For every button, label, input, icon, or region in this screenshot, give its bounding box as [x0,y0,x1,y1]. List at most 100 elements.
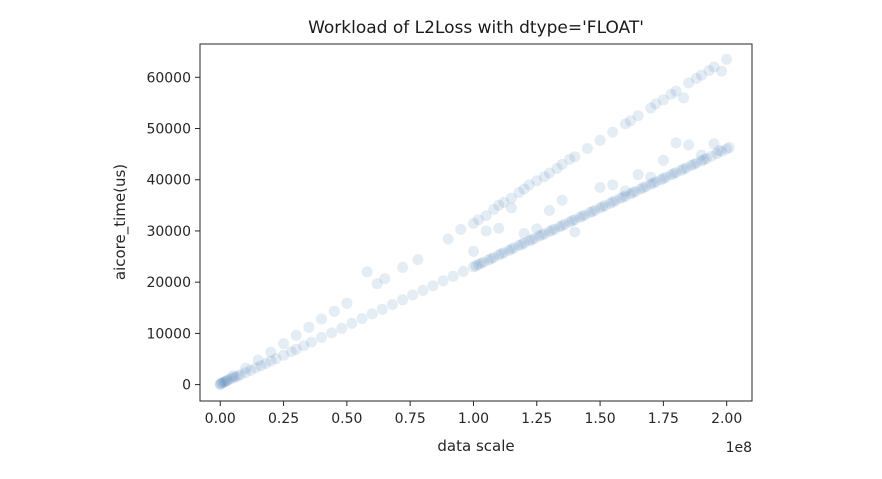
scatter-point [660,171,672,183]
scatter-point [556,194,568,206]
scatter-point [551,163,563,174]
scatter-point [366,308,378,320]
scatter-point [214,379,226,391]
scatter-point [232,370,244,382]
scatter-point [647,177,659,189]
scatter-point [607,179,619,191]
scatter-point [564,216,576,228]
scatter-point [250,362,262,374]
scatter-point [493,222,505,234]
scatter-point [630,186,641,197]
scatter-point [508,242,520,254]
scatter-point [513,240,525,251]
scatter-point [518,183,530,195]
scatter-point [690,72,702,84]
scatter-point [290,343,302,355]
scatter-point [556,220,568,232]
scatter-point [640,181,652,193]
scatter-point [574,211,586,223]
scatter-point [599,200,611,212]
scatter-point [407,289,419,301]
scatter-point [579,209,591,221]
scatter-point [619,118,631,130]
scatter-point [468,261,479,273]
scatter-point [278,349,290,361]
scatter-point [265,346,277,358]
scatter-point [607,196,619,208]
scatter-point [518,228,530,239]
scatter-point [549,223,560,235]
scatter-point [556,158,568,170]
scatter-point [700,153,712,164]
scatter-point [698,154,710,166]
scatter-point [235,369,246,381]
scatter-point [523,235,535,247]
scatter-point [218,376,230,388]
scatter-point [468,245,479,257]
scatter-point [224,373,236,385]
scatter-point [376,303,388,315]
x-tick-label: 0.50 [331,411,362,427]
scatter-point [594,134,606,146]
scatter-point [703,65,715,77]
scatter-point [670,85,682,97]
scatter-point [688,158,700,170]
scatter-point [680,162,692,174]
scatter-point [468,217,479,229]
scatter-point [713,145,725,156]
scatter-point [716,65,728,77]
scatter-point [564,153,576,165]
scatter-point [326,327,338,339]
scatter-point [221,375,233,387]
scatter-point [708,138,720,150]
scatter-point [708,61,720,73]
scatter-point [397,294,409,306]
scatter-point [222,374,234,386]
scatter-point [473,214,484,226]
scatter-point [716,145,728,157]
scatter-point [569,151,581,163]
scatter-point [285,346,297,358]
y-tick-label: 50000 [146,122,191,138]
y-tick-label: 10000 [146,326,191,342]
scatter-point [503,244,515,256]
scatter-point [316,313,327,325]
scatter-point [475,257,487,269]
scatter-point [614,192,626,204]
scatter-point [216,377,227,389]
scatter-point [536,229,548,241]
scatter-point [576,210,588,222]
scatter-point [442,233,454,245]
scatter-point [706,150,717,162]
x-tick-label: 1.00 [458,411,489,427]
x-axis-label: data scale [437,437,514,455]
scatter-point [493,199,505,211]
scatter-point [587,206,598,217]
scatter-point [483,254,495,266]
scatter-point [245,364,257,376]
scatter-point [473,259,484,270]
scatter-point [559,218,571,230]
scatter-point [227,372,239,384]
scatter-point [554,221,566,233]
x-tick-label: 0.75 [395,411,426,427]
scatter-point [379,273,391,285]
scatter-point [589,204,601,216]
scatter-point [341,297,353,309]
scatter-point [678,92,690,104]
scatter-point [447,270,459,282]
scatter-point [569,226,581,238]
scatter-point [528,233,540,245]
scatter-point [328,305,340,317]
scatter-point [650,98,662,110]
chart-title: Workload of L2Loss with dtype='FLOAT' [308,18,644,38]
scatter-point [665,88,677,100]
scatter-point [645,102,657,114]
scatter-point [523,179,535,191]
scatter-point [581,143,593,154]
scatter-point [531,175,543,187]
scatter-point [538,228,550,240]
scatter-point [219,376,231,387]
scatter-point [480,225,492,237]
scatter-point [516,238,528,250]
